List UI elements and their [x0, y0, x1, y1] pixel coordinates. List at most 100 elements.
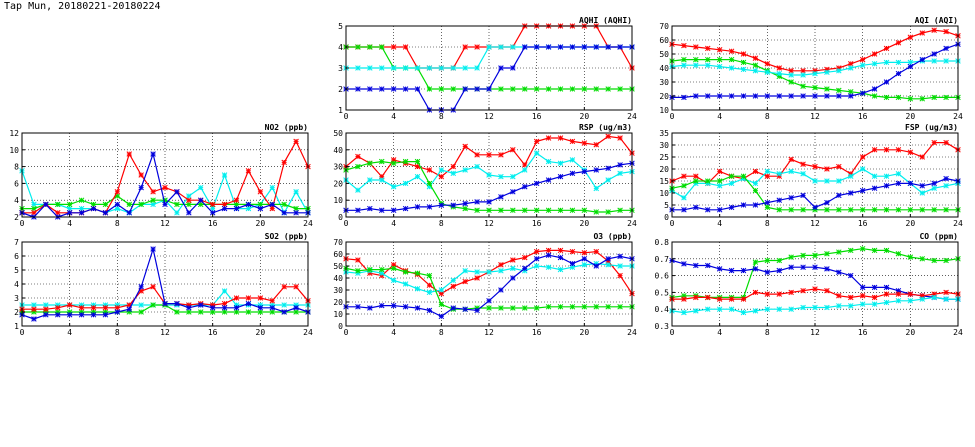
data-point	[510, 207, 516, 214]
panel-title: FSP (ug/m3)	[905, 123, 958, 132]
data-point	[269, 309, 276, 315]
data-point	[740, 296, 747, 302]
data-point	[704, 294, 711, 301]
data-point	[355, 163, 361, 170]
data-point	[812, 252, 818, 259]
data-point	[90, 201, 97, 208]
data-point	[569, 207, 576, 214]
data-point	[390, 160, 397, 166]
data-point	[776, 70, 783, 77]
y-tick-label: 10	[333, 196, 343, 205]
data-point	[138, 184, 144, 191]
data-point	[836, 207, 842, 213]
data-point	[824, 266, 830, 272]
data-point	[474, 199, 480, 205]
data-point	[355, 257, 361, 263]
data-point	[486, 86, 492, 92]
data-point	[402, 180, 409, 187]
data-point	[752, 308, 759, 314]
y-tick-label: 40	[333, 146, 343, 155]
y-tick-label: 5	[664, 201, 669, 210]
x-tick-label: 8	[115, 328, 120, 337]
data-point	[174, 210, 180, 216]
series-blue	[669, 257, 961, 302]
y-tick-label: 4	[14, 196, 19, 205]
panel-rsp: 0 4 8 12 16 20 24 0 10 20 30 40 50 RSP (ug/m3)	[333, 123, 637, 228]
data-point	[728, 173, 735, 179]
data-point	[569, 44, 576, 50]
data-point	[681, 207, 687, 213]
y-tick-label: 10	[659, 106, 669, 115]
data-point	[245, 300, 252, 307]
data-point	[510, 86, 516, 92]
data-point	[414, 305, 421, 311]
data-point	[605, 209, 611, 215]
data-point	[716, 56, 723, 63]
data-point	[836, 93, 842, 99]
data-point	[474, 86, 480, 92]
data-point	[776, 197, 783, 203]
data-point	[800, 304, 806, 311]
data-point	[907, 63, 914, 70]
data-point	[498, 194, 504, 200]
x-tick-label: 20	[580, 112, 590, 121]
data-point	[943, 257, 949, 264]
x-tick-label: 24	[627, 219, 637, 228]
data-point	[919, 190, 926, 196]
data-point	[752, 187, 759, 194]
data-point	[931, 94, 937, 101]
data-point	[462, 278, 468, 285]
data-point	[54, 305, 61, 311]
data-point	[776, 65, 783, 71]
data-point	[907, 298, 914, 304]
data-point	[824, 207, 830, 213]
data-point	[474, 152, 480, 158]
data-point	[752, 180, 759, 187]
data-point	[426, 167, 433, 173]
data-point	[150, 151, 156, 157]
data-point	[414, 204, 421, 210]
data-point	[390, 65, 397, 71]
data-point	[78, 205, 85, 212]
data-point	[498, 262, 504, 268]
data-point	[450, 283, 457, 290]
data-point	[871, 294, 878, 301]
data-point	[931, 294, 937, 301]
data-point	[486, 269, 492, 275]
data-point	[486, 305, 492, 311]
y-tick-label: 5	[14, 266, 19, 275]
data-point	[764, 204, 771, 211]
data-point	[31, 205, 37, 212]
data-point	[269, 184, 276, 191]
x-tick-label: 24	[953, 219, 963, 228]
data-point	[43, 302, 49, 308]
data-point	[800, 171, 806, 177]
data-point	[355, 44, 361, 50]
x-tick-label: 16	[532, 219, 542, 228]
x-tick-label: 4	[391, 328, 396, 337]
data-point	[378, 177, 385, 183]
data-point	[943, 175, 949, 182]
data-point	[776, 171, 783, 177]
panel-title: CO (ppm)	[919, 232, 958, 241]
data-point	[859, 207, 866, 213]
data-point	[138, 284, 144, 290]
y-tick-label: 0.3	[655, 322, 670, 331]
data-point	[197, 197, 204, 203]
data-point	[764, 173, 771, 179]
data-point	[402, 269, 409, 275]
x-tick-label: 8	[115, 219, 120, 228]
data-point	[367, 86, 373, 92]
data-point	[728, 56, 735, 63]
x-tick-label: 4	[717, 219, 722, 228]
data-point	[812, 93, 818, 99]
data-point	[919, 30, 926, 36]
data-point	[847, 89, 854, 95]
data-point	[498, 152, 504, 158]
x-tick-label: 20	[256, 219, 266, 228]
data-point	[800, 207, 806, 213]
data-point	[764, 93, 771, 99]
